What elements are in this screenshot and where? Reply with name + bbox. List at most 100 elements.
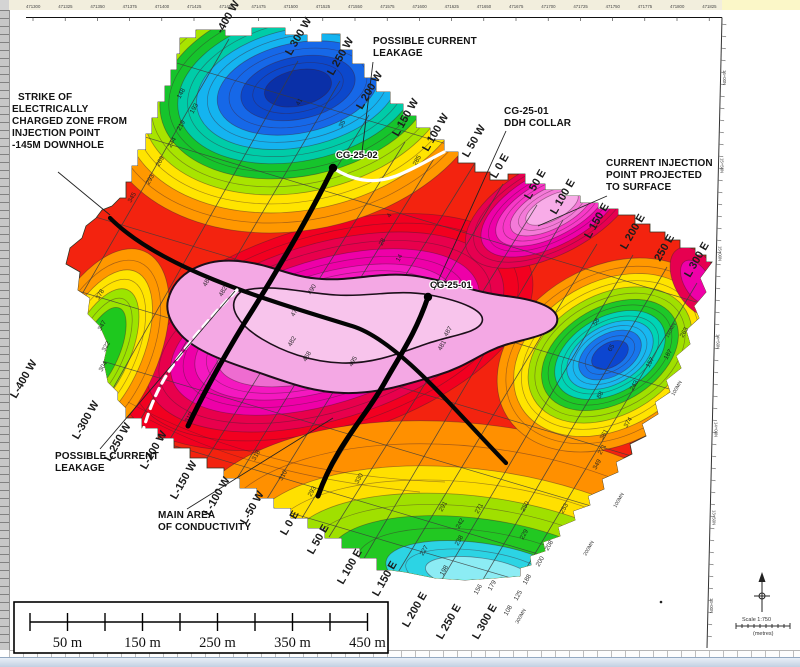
window-bottom-scrollbar[interactable]	[0, 657, 800, 667]
right-frame-tick	[714, 335, 719, 338]
right-frame-tick	[711, 455, 717, 458]
annotation-line: POSSIBLE CURRENT	[55, 451, 159, 462]
annotation-line: POSSIBLE CURRENT	[373, 36, 477, 47]
right-frame-tick	[710, 479, 716, 482]
top-ruler-label: 471350	[90, 4, 105, 9]
contour-value-label: 361	[599, 428, 611, 441]
scale-bar-label: 50 m	[53, 635, 83, 651]
right-frame-tick	[709, 527, 715, 530]
right-frame-tick	[718, 155, 724, 158]
contour-value-label: 269	[155, 155, 167, 168]
scale-bar-label: 250 m	[199, 635, 236, 651]
right-frame-label: 15+50N	[720, 158, 725, 173]
right-frame-tick	[708, 563, 714, 566]
top-ruler-label: 471700	[541, 4, 556, 9]
leader-leakage-top	[361, 61, 374, 153]
survey-line	[393, 243, 598, 580]
contour-value-label: 293	[307, 485, 319, 498]
contour-value-label: 244	[167, 136, 179, 149]
right-frame-tick	[717, 203, 723, 206]
label-cg-25-02: CG-25-02	[336, 150, 378, 161]
annotation-leakage-top: POSSIBLE CURRENT LEAKAGE	[373, 36, 477, 60]
right-frame-tick	[721, 47, 726, 50]
right-frame-tick	[710, 515, 715, 518]
top-ruler-label: 471375	[123, 4, 138, 9]
contour-value-label: 108	[503, 604, 515, 617]
station-edge-label: 100MN	[613, 492, 626, 509]
right-frame-tick	[714, 311, 720, 314]
contour-value-label: 187	[663, 348, 675, 361]
top-ruler-label: 471650	[477, 4, 492, 9]
contour-value-label: 322	[101, 340, 113, 353]
contour-value-label: 293	[145, 173, 157, 186]
left-ruler	[0, 10, 10, 650]
right-frame-tick	[711, 443, 717, 446]
mini-scale-text: Scale 1:750	[742, 617, 771, 623]
top-ruler-label: 471500	[284, 4, 299, 9]
survey-line-label-bottom: L 0 E	[278, 509, 301, 538]
right-frame-tick	[714, 323, 720, 326]
annotation-main-area: MAIN AREA OF CONDUCTIVITY	[158, 510, 251, 534]
leader-injection	[537, 195, 608, 227]
annotation-line: CG-25-01	[504, 106, 549, 117]
top-ruler-label: 471300	[26, 4, 41, 9]
contour-value-label: 227	[419, 544, 431, 557]
top-ruler-label: 471400	[155, 4, 170, 9]
right-frame-tick	[712, 407, 718, 410]
top-ruler-label: 471675	[509, 4, 524, 9]
contour-value-label: 291	[438, 500, 450, 513]
scale-bar-label: 350 m	[274, 635, 311, 651]
right-frame-labels: 16+00N 15+50N 15+00N 14+50N 14+00N 13+50N 13+0…	[709, 70, 727, 613]
right-frame-tick	[712, 395, 718, 398]
survey-line-label-bottom: L-150 W	[168, 458, 200, 501]
right-frame-tick	[715, 275, 721, 278]
annotation-line: OF CONDUCTIVITY	[158, 522, 252, 533]
right-frame-tick	[721, 35, 727, 38]
contour-value-label: 156	[473, 583, 485, 596]
station-edge-label: 100MN	[671, 380, 684, 397]
top-ruler-label: 471550	[348, 4, 363, 9]
leader-leakage-bottom	[99, 290, 236, 450]
contour-value-label: 318	[251, 449, 263, 462]
contour-value-label: 125	[513, 589, 525, 602]
contour-value-label: 14	[395, 253, 405, 263]
top-ruler-label: 471575	[380, 4, 395, 9]
top-ruler-label: 471525	[316, 4, 331, 9]
right-frame-tick	[709, 551, 714, 554]
annotation-leaders	[57, 61, 608, 510]
right-frame-label: 14+00N	[713, 422, 718, 437]
contour-value-label: 242	[455, 517, 467, 530]
right-frame-tick	[720, 95, 725, 98]
contour-value-label: 378	[95, 288, 107, 301]
contour-value-label: 219	[176, 119, 188, 132]
contour-value-label: 487	[443, 325, 455, 338]
contour-value-label: 330	[354, 472, 366, 485]
contour-value-label: 208	[544, 539, 556, 552]
right-frame-tick	[707, 623, 713, 626]
contour-value-label: 88	[596, 390, 606, 400]
survey-line-label-bottom: L 150 E	[370, 559, 400, 598]
ddh-cg-25-01-trace	[315, 294, 431, 499]
current-leakage-path-north	[331, 150, 446, 183]
right-frame-tick	[714, 347, 719, 350]
station-edge-label: 300MN	[515, 608, 528, 625]
leader-ddh-collar	[433, 130, 507, 291]
top-ruler-label: 471775	[638, 4, 653, 9]
annotation-line: CURRENT INJECTION	[606, 158, 713, 169]
station-edge-label: 200MN	[583, 540, 596, 557]
right-frame-tick	[713, 371, 719, 374]
contour-value-label: 179	[487, 579, 499, 592]
strike-line	[107, 215, 509, 466]
right-frame-tick	[707, 611, 713, 614]
contour-value-label: 35	[338, 119, 348, 129]
ddh-cg-25-02-trace	[185, 165, 336, 429]
contour-value-label: 310	[278, 469, 290, 482]
survey-line	[66, 38, 230, 382]
survey-line	[93, 60, 299, 423]
right-frame-tick	[712, 431, 717, 434]
scale-bar-label: 450 m	[349, 635, 386, 651]
contour-value-label: 271	[474, 502, 486, 515]
contour-value-label: 148	[176, 87, 188, 100]
